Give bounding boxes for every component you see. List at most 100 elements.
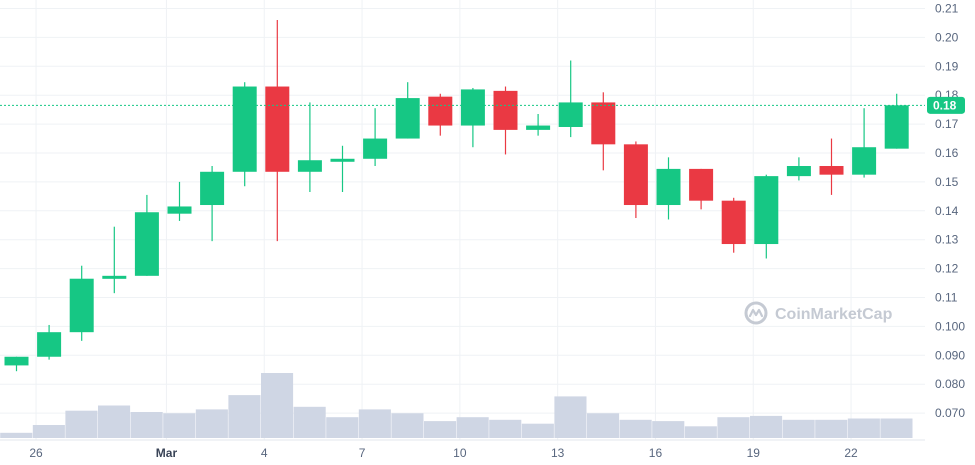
candle-down (428, 93, 453, 136)
volume-bar (815, 419, 848, 438)
volume-bar (521, 423, 554, 438)
y-tick-label: 0.080 (935, 377, 965, 391)
candle-body (754, 176, 779, 245)
candle-up (852, 108, 877, 178)
candle-body (37, 332, 62, 357)
candle-body (852, 147, 877, 175)
candle-body (526, 125, 551, 130)
volume-bar (261, 373, 294, 438)
volume-bar (195, 409, 228, 438)
candle-body (884, 105, 909, 149)
candle-body (460, 89, 485, 126)
x-tick-label: 19 (747, 446, 761, 460)
y-axis: 0.21 0.20 0.19 0.18 0.17 0.16 0.15 0.14 0.13 0.12… (935, 2, 965, 421)
candles (4, 20, 909, 372)
candle-up (167, 181, 192, 221)
candle-up (37, 324, 62, 360)
x-tick-label: 7 (359, 446, 366, 460)
candle-up (69, 265, 94, 341)
candle-body (656, 168, 681, 206)
candle-body (297, 160, 322, 172)
volume-bar (228, 395, 261, 438)
volume-bar (293, 406, 326, 438)
x-tick-label: 22 (844, 446, 858, 460)
watermark-text: CoinMarketCap (775, 306, 893, 323)
volume-bar (684, 426, 717, 438)
candle-body (232, 86, 257, 172)
candle-down (721, 197, 746, 253)
volume-bar (587, 413, 620, 438)
candle-up (526, 113, 551, 136)
candle-up (363, 108, 388, 167)
candle-up (4, 356, 29, 372)
volume-bar (750, 415, 783, 438)
y-tick-label: 0.20 (935, 30, 959, 44)
watermark: CoinMarketCap (744, 301, 893, 325)
volume-bar (489, 419, 522, 438)
candle-body (786, 166, 811, 177)
y-tick-label: 0.16 (935, 146, 959, 160)
candle-up (134, 194, 159, 276)
volume-bar (652, 421, 685, 438)
candle-up (200, 166, 225, 242)
volume-bar (163, 413, 196, 438)
candle-down (689, 168, 714, 210)
candle-body (363, 138, 388, 159)
candle-down (493, 86, 518, 155)
candle-body (591, 102, 616, 145)
x-tick-label: 13 (551, 446, 565, 460)
candle-up (102, 226, 127, 294)
volume-bar (326, 417, 359, 438)
volume-bar (130, 412, 163, 438)
candle-down (623, 141, 648, 219)
candle-body (102, 275, 127, 279)
volume-bar (847, 418, 880, 438)
y-tick-label: 0.15 (935, 175, 959, 189)
candle-body (493, 90, 518, 130)
candle-down (819, 138, 844, 195)
x-tick-label: 16 (649, 446, 663, 460)
y-tick-label: 0.090 (935, 348, 965, 362)
candle-body (4, 356, 29, 366)
volume-bar (358, 409, 391, 438)
candle-body (265, 86, 290, 172)
volume-bar (424, 421, 457, 438)
x-tick-label: 26 (29, 446, 43, 460)
volume-bars (0, 373, 913, 438)
candle-down (591, 92, 616, 171)
coinmarketcap-logo-icon (744, 301, 768, 325)
y-tick-label: 0.19 (935, 59, 959, 73)
y-tick-label: 0.14 (935, 204, 959, 218)
candle-up (232, 82, 257, 187)
candle-body (558, 102, 583, 127)
candle-body (689, 168, 714, 201)
candle-up (656, 157, 681, 220)
candle-up (297, 102, 322, 193)
candle-body (721, 200, 746, 245)
volume-bar (0, 432, 33, 438)
volume-bar (391, 413, 424, 438)
grid-lines (0, 0, 925, 441)
y-tick-label: 0.11 (935, 291, 958, 305)
y-tick-label: 0.100 (935, 319, 965, 333)
volume-bar (65, 410, 98, 438)
y-tick-label: 0.070 (935, 406, 965, 420)
candle-body (819, 166, 844, 175)
candle-up (754, 174, 779, 259)
volume-bar (782, 419, 815, 438)
candle-body (69, 278, 94, 333)
volume-bar (456, 417, 489, 438)
candle-up (786, 157, 811, 181)
y-tick-label: 0.21 (935, 2, 959, 16)
volume-bar (554, 396, 587, 438)
x-tick-label: Mar (156, 446, 178, 460)
y-tick-label: 0.17 (935, 117, 959, 131)
volume-bar (98, 405, 131, 438)
candle-up (884, 93, 909, 149)
candle-up (460, 87, 485, 148)
volume-bar (880, 418, 913, 438)
candle-body (134, 212, 159, 276)
candle-body (200, 171, 225, 206)
x-tick-label: 10 (453, 446, 467, 460)
